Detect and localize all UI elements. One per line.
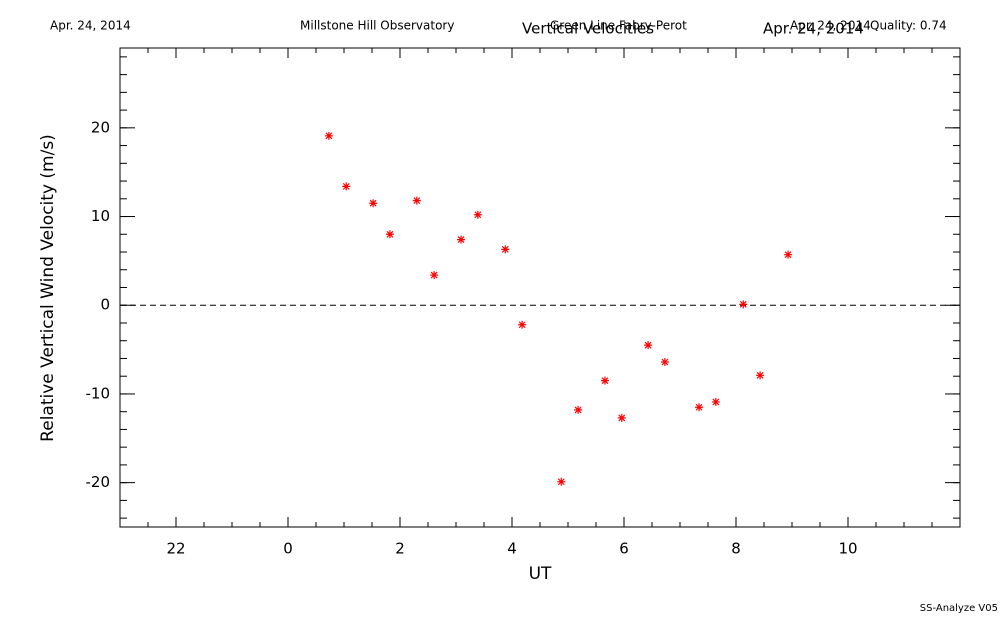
point <box>695 403 704 412</box>
y-tick-label: 10 <box>91 207 110 225</box>
point <box>412 196 421 205</box>
y-axis-label: Relative Vertical Wind Velocity (m/s) <box>38 134 58 442</box>
y-tick-label: 0 <box>100 296 110 314</box>
point <box>430 271 439 280</box>
y-tick-label: -10 <box>86 384 111 402</box>
x-tick-label: 10 <box>838 540 857 558</box>
x-tick-label: 2 <box>395 540 405 558</box>
point <box>711 397 720 406</box>
point <box>784 250 793 259</box>
point <box>369 199 378 208</box>
x-tick-label: 0 <box>283 540 293 558</box>
subtitle: Green Line Fabry-Perot <box>550 19 687 33</box>
y-tick-label: -20 <box>86 473 111 491</box>
x-tick-label: 6 <box>619 540 629 558</box>
point <box>739 300 748 309</box>
quality: Quality: 0.74 <box>870 19 947 33</box>
point <box>324 131 333 140</box>
y-tick-label: 20 <box>91 118 110 136</box>
point <box>342 182 351 191</box>
plot-frame <box>119 47 961 528</box>
header-date: Apr. 24, 2014 <box>50 19 131 33</box>
point <box>557 477 566 486</box>
header-observatory: Millstone Hill Observatory <box>300 19 454 33</box>
point <box>385 230 394 239</box>
chart-title: Vertical Velocities <box>522 20 654 38</box>
point <box>660 358 669 367</box>
header-right-date: Apr. 24, 2014 <box>790 19 871 33</box>
point <box>574 405 583 414</box>
point <box>756 371 765 380</box>
x-tick-label: 8 <box>731 540 741 558</box>
title-date: Apr. 24, 2014 <box>763 20 864 38</box>
footer: SS-Analyze V05 <box>920 603 998 614</box>
x-tick-label: 4 <box>507 540 517 558</box>
point <box>617 413 626 422</box>
point <box>518 320 527 329</box>
point <box>644 341 653 350</box>
point <box>600 376 609 385</box>
point <box>457 235 466 244</box>
point <box>473 210 482 219</box>
x-tick-label: 22 <box>166 540 185 558</box>
point <box>501 245 510 254</box>
x-axis-label: UT <box>529 564 552 584</box>
